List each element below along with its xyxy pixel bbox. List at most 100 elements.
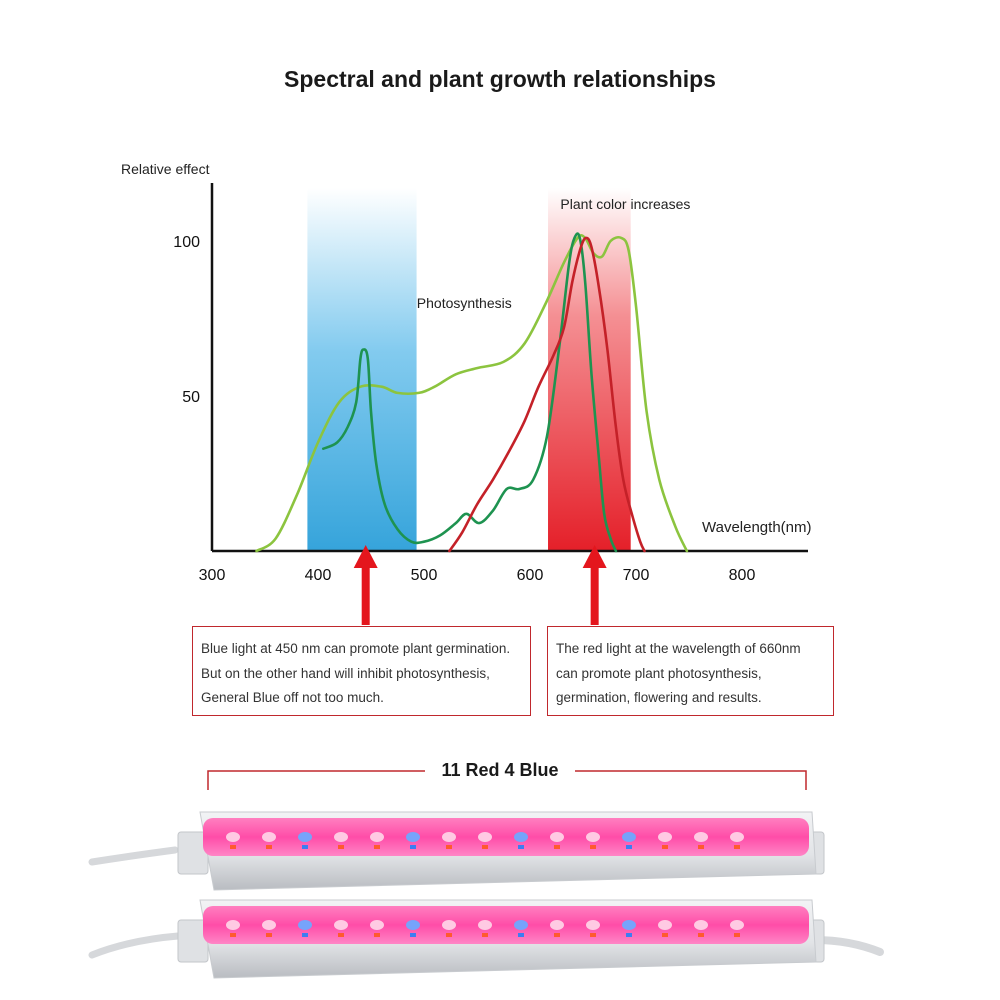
led-chip (662, 933, 668, 937)
x-tick-label: 400 (305, 567, 332, 584)
red-led (478, 920, 492, 930)
note-line: can promote plant photosynthesis, (556, 665, 762, 681)
red-led (586, 920, 600, 930)
red-led (262, 832, 276, 842)
glowing-diffuser (203, 818, 809, 856)
note-line: germination, flowering and results. (556, 690, 762, 705)
red-led (658, 832, 672, 842)
blue-light-note: Blue light at 450 nm can promote plant g… (192, 626, 531, 716)
blue-led (298, 832, 312, 842)
led-chip (266, 845, 272, 849)
blue-led (406, 920, 420, 930)
led-chip (482, 845, 488, 849)
led-chip (374, 933, 380, 937)
blue-led (514, 920, 528, 930)
red-arrow-head (353, 545, 378, 568)
led-chip (374, 845, 380, 849)
red-led (334, 832, 348, 842)
led-chip (230, 845, 236, 849)
led-chip (446, 845, 452, 849)
glowing-diffuser (203, 906, 809, 944)
x-tick-label: 600 (517, 567, 544, 584)
led-chip (482, 933, 488, 937)
red-led (442, 920, 456, 930)
red-arrow-shaft (361, 565, 370, 625)
red-led (694, 832, 708, 842)
led-chip (698, 933, 704, 937)
led-chip (590, 845, 596, 849)
note-line: The red light at the wavelength of 660nm (556, 641, 801, 656)
x-tick-label: 800 (729, 567, 756, 584)
led-chip (734, 845, 740, 849)
red-led (262, 920, 276, 930)
led-chip (518, 845, 524, 849)
note-line: Blue light at 450 nm can promote plant g… (201, 641, 511, 656)
series-line (322, 232, 618, 553)
x-tick-label: 700 (623, 567, 650, 584)
blue-led (622, 832, 636, 842)
red-led (226, 832, 240, 842)
red-arrow-shaft (590, 565, 599, 625)
led-chip (410, 845, 416, 849)
red-led (370, 920, 384, 930)
led-chip (302, 933, 308, 937)
led-chip (698, 845, 704, 849)
chart-title: Spectral and plant growth relationships (284, 66, 716, 92)
power-cable (811, 936, 884, 956)
red-led (550, 920, 564, 930)
y-tick-label: 100 (173, 234, 200, 251)
led-chip (230, 933, 236, 937)
note-line: But on the other hand will inhibit photo… (201, 665, 490, 681)
red-led (442, 832, 456, 842)
led-chip (518, 933, 524, 937)
blue-light-band (307, 188, 417, 551)
chart-annotation: Plant color increases (560, 196, 690, 212)
red-led (586, 832, 600, 842)
led-chip (626, 933, 632, 937)
power-cable (88, 846, 179, 866)
led-chip (338, 933, 344, 937)
led-chip (338, 845, 344, 849)
led-label-bracket (207, 770, 807, 790)
series-line (448, 236, 646, 553)
blue-led (406, 832, 420, 842)
red-led (694, 920, 708, 930)
red-arrow-head (582, 545, 607, 568)
red-led (730, 920, 744, 930)
series-line (255, 234, 689, 553)
led-chip (446, 933, 452, 937)
led-config-label: 11 Red 4 Blue (431, 760, 569, 780)
note-line: General Blue off not too much. (201, 690, 384, 705)
led-chip (554, 845, 560, 849)
power-cable (88, 932, 182, 959)
y-tick-label: 50 (182, 389, 200, 406)
red-led (226, 920, 240, 930)
chart-annotation: Photosynthesis (417, 295, 512, 311)
red-led (370, 832, 384, 842)
red-led (658, 920, 672, 930)
blue-led (514, 832, 528, 842)
led-chip (266, 933, 272, 937)
y-axis-title: Relative effect (121, 161, 210, 177)
x-axis-title: Wavelength(nm) (702, 519, 811, 536)
red-led (550, 832, 564, 842)
red-led (478, 832, 492, 842)
led-config-label-row: 11 Red 4 Blue (0, 760, 1000, 781)
red-led (334, 920, 348, 930)
blue-led (622, 920, 636, 930)
x-tick-label: 500 (411, 567, 438, 584)
led-bar (88, 811, 825, 891)
led-chip (626, 845, 632, 849)
led-chip (662, 845, 668, 849)
red-led (730, 832, 744, 842)
led-chip (590, 933, 596, 937)
blue-led (298, 920, 312, 930)
x-tick-label: 300 (199, 567, 226, 584)
led-chip (302, 845, 308, 849)
led-chip (554, 933, 560, 937)
led-chip (410, 933, 416, 937)
red-light-note: The red light at the wavelength of 660nm… (547, 626, 834, 716)
led-bar (88, 899, 884, 979)
led-chip (734, 933, 740, 937)
